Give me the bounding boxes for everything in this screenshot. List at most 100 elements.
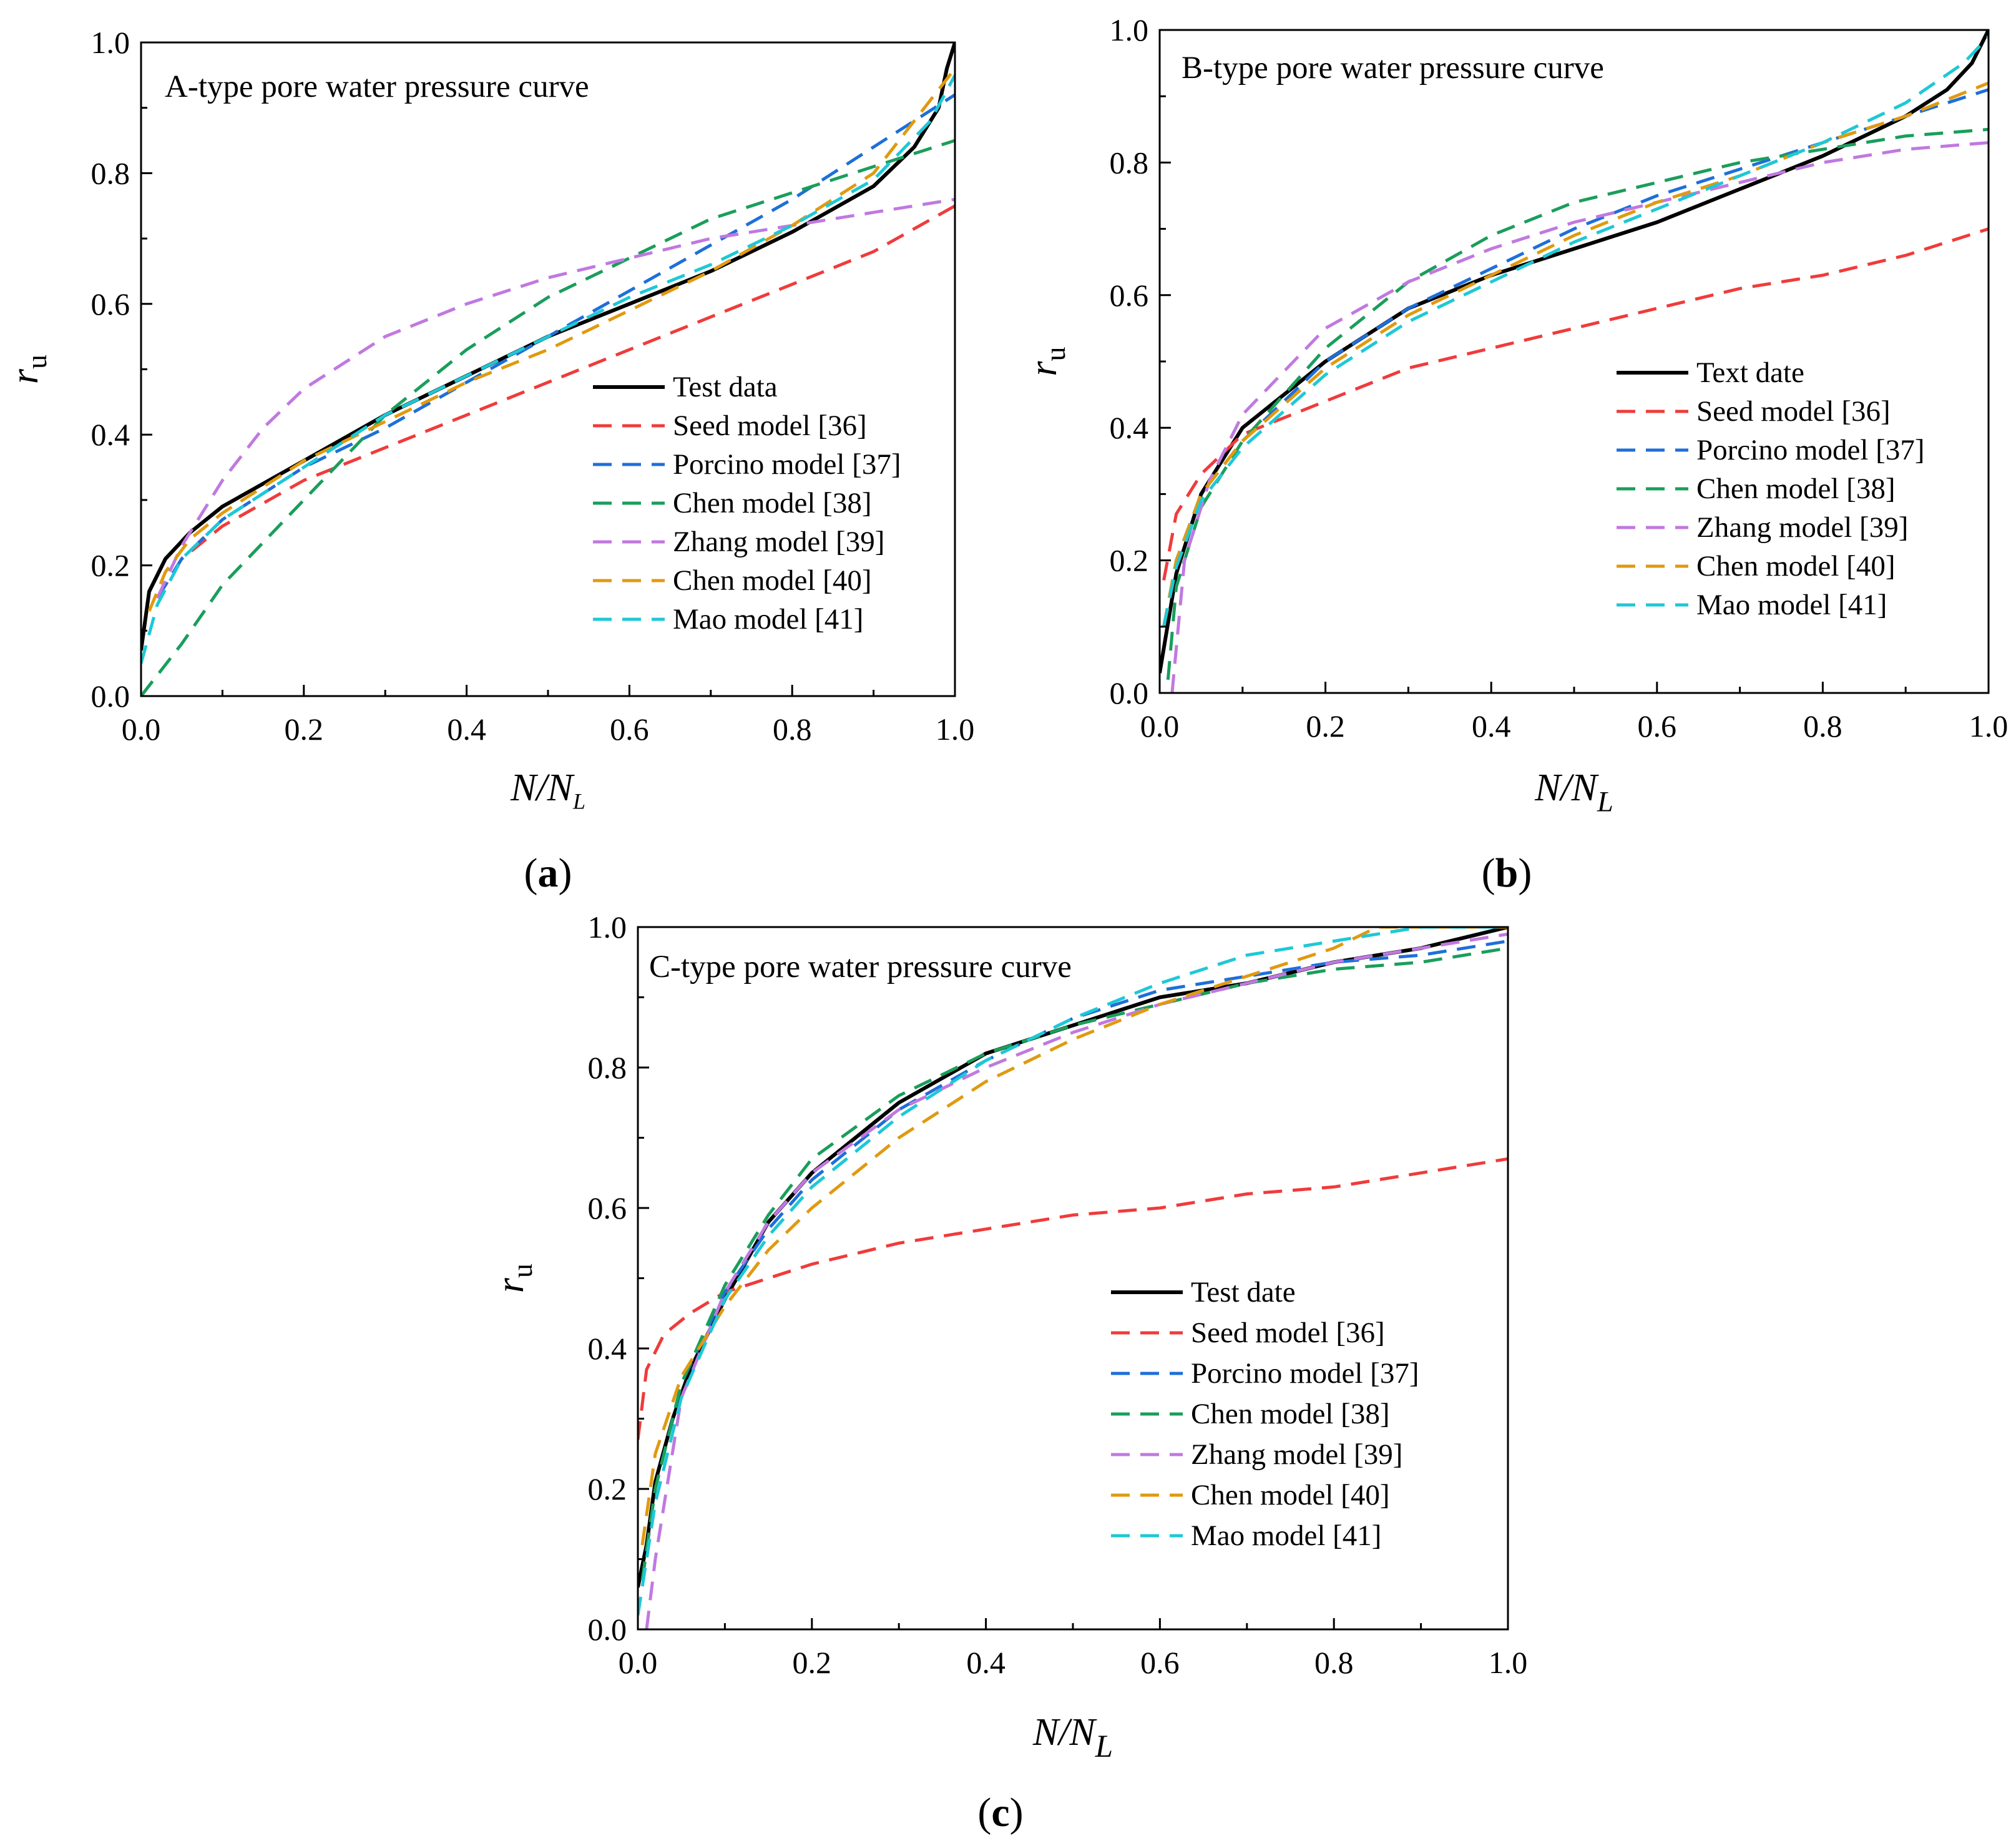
panel-caption: (c) xyxy=(977,1790,1023,1835)
y-axis-label-main: r xyxy=(1022,361,1065,376)
x-tick-label: 0.8 xyxy=(1803,709,1842,744)
x-tick-label: 1.0 xyxy=(1969,709,2009,744)
legend: Text date Seed model [36] Porcino model [3… xyxy=(1617,356,1925,621)
y-tick-label: 1.0 xyxy=(588,910,627,945)
panel-title: C-type pore water pressure curve xyxy=(649,950,1072,984)
legend-label-1: Seed model [36] xyxy=(673,410,867,442)
legend-label-2: Porcino model [37] xyxy=(673,448,901,481)
chart-panel-a: 0.0 0.2 0.4 0.6 0.8 1.0 0.0 0.2 0.4 0.6 0.8 1.0 A-ty… xyxy=(4,25,974,896)
panel-caption: (b) xyxy=(1482,850,1532,896)
y-axis-label: ru xyxy=(4,355,52,384)
legend: Test data Seed model [36] Porcino model [3… xyxy=(593,371,901,636)
x-axis-label: N/NL xyxy=(510,767,585,813)
x-tick-label: 0.2 xyxy=(793,1645,832,1680)
x-axis-label-sub: L xyxy=(572,788,585,813)
plot-frame xyxy=(140,41,956,697)
legend-label-0: Test data xyxy=(673,371,778,403)
y-tick-label: 1.0 xyxy=(1110,12,1149,47)
legend-label-5: Chen model [40] xyxy=(1191,1479,1390,1511)
plot-area xyxy=(1160,30,1989,693)
x-tick-label: 1.0 xyxy=(936,712,975,747)
y-tick-label: 0.0 xyxy=(91,679,130,714)
legend-label-6: Mao model [41] xyxy=(673,603,863,636)
legend-label-2: Porcino model [37] xyxy=(1696,434,1925,466)
y-tick-label: 0.4 xyxy=(91,417,130,452)
legend-label-4: Zhang model [39] xyxy=(1696,511,1908,544)
x-axis-label: N/NL xyxy=(1032,1711,1113,1764)
legend-label-1: Seed model [36] xyxy=(1696,395,1891,428)
x-tick-label: 0.0 xyxy=(1140,709,1180,744)
x-axis-label-main: N/N xyxy=(1534,767,1600,809)
x-axis-label-sub: L xyxy=(1095,1729,1113,1764)
y-tick-label: 0.6 xyxy=(91,287,130,322)
series-line-4 xyxy=(1170,141,1989,693)
series-line-6 xyxy=(638,927,1508,1616)
series-line-0 xyxy=(141,42,955,651)
x-tick-label: 1.0 xyxy=(1489,1645,1528,1680)
legend-label-3: Chen model [38] xyxy=(1191,1398,1390,1430)
x-tick-label: 0.2 xyxy=(1306,709,1345,744)
y-tick-label: 0.2 xyxy=(588,1471,627,1506)
x-axis-label-main: N/N xyxy=(1032,1711,1098,1754)
y-tick-label: 0.2 xyxy=(91,548,130,583)
x-tick-label: 0.8 xyxy=(773,712,812,747)
y-tick-label: 0.0 xyxy=(1110,675,1149,710)
y-tick-label: 0.8 xyxy=(91,155,130,190)
y-axis-label-main: r xyxy=(489,1277,532,1293)
panel-caption-letter: a xyxy=(538,850,559,896)
series-line-3 xyxy=(141,139,955,696)
y-tick-label: 0.6 xyxy=(1110,278,1149,313)
y-tick-label: 0.8 xyxy=(1110,145,1149,180)
series-line-5 xyxy=(1162,81,1989,627)
x-axis-label-main: N/N xyxy=(510,767,575,809)
legend-label-1: Seed model [36] xyxy=(1191,1317,1385,1349)
x-axis-label-sub: L xyxy=(1597,786,1613,818)
legend-label-6: Mao model [41] xyxy=(1191,1520,1381,1552)
y-axis-label-sub: u xyxy=(506,1264,538,1278)
legend: Test date Seed model [36] Porcino model [3… xyxy=(1111,1276,1419,1552)
y-axis-label-sub: u xyxy=(1039,346,1071,361)
legend-label-5: Chen model [40] xyxy=(1696,550,1896,582)
legend-label-2: Porcino model [37] xyxy=(1191,1357,1419,1390)
x-tick-label: 0.2 xyxy=(285,712,324,747)
series-line-2 xyxy=(1162,88,1989,627)
legend-label-5: Chen model [40] xyxy=(673,564,872,597)
series-line-1 xyxy=(155,204,955,599)
legend-label-4: Zhang model [39] xyxy=(1191,1438,1402,1471)
y-axis-label-sub: u xyxy=(21,355,52,369)
legend-label-6: Mao model [41] xyxy=(1696,589,1887,621)
series-line-1 xyxy=(638,1157,1508,1440)
series-line-6 xyxy=(141,74,955,664)
y-tick-label: 0.0 xyxy=(588,1612,627,1647)
y-tick-label: 0.6 xyxy=(588,1191,627,1225)
x-tick-label: 0.4 xyxy=(1472,709,1511,744)
series-line-1 xyxy=(1162,227,1989,581)
x-tick-label: 0.8 xyxy=(1314,1645,1354,1680)
series-line-6 xyxy=(1162,35,1989,627)
x-tick-label: 0.6 xyxy=(1140,1645,1180,1680)
y-axis-label: ru xyxy=(1022,346,1071,376)
panel-caption-letter: b xyxy=(1495,850,1519,896)
x-tick-label: 0.6 xyxy=(1638,709,1677,744)
legend-label-0: Test date xyxy=(1191,1276,1296,1308)
legend-label-0: Text date xyxy=(1696,356,1804,389)
series-line-5 xyxy=(147,67,955,612)
y-axis-label: ru xyxy=(489,1264,538,1293)
series-line-5 xyxy=(640,927,1508,1546)
x-tick-label: 0.0 xyxy=(122,712,161,747)
y-tick-label: 0.4 xyxy=(588,1331,627,1366)
chart-panel-c: 0.0 0.2 0.4 0.6 0.8 1.0 0.0 0.2 0.4 0.6 0.8 1.0 C-ty… xyxy=(489,910,1527,1835)
panel-title: B-type pore water pressure curve xyxy=(1182,51,1604,86)
plot-area xyxy=(141,42,955,696)
panel-caption: (a) xyxy=(524,850,572,896)
legend-label-3: Chen model [38] xyxy=(1696,473,1896,505)
plot-area xyxy=(638,927,1508,1629)
chart-panel-b: 0.0 0.2 0.4 0.6 0.8 1.0 0.0 0.2 0.4 0.6 0.8 1.0 B-ty… xyxy=(1022,12,2008,896)
y-tick-label: 1.0 xyxy=(91,25,130,60)
legend-label-4: Zhang model [39] xyxy=(673,526,884,558)
y-tick-label: 0.2 xyxy=(1110,543,1149,578)
y-tick-label: 0.4 xyxy=(1110,410,1149,445)
x-axis-label: N/NL xyxy=(1534,767,1613,818)
legend-label-3: Chen model [38] xyxy=(673,487,872,519)
